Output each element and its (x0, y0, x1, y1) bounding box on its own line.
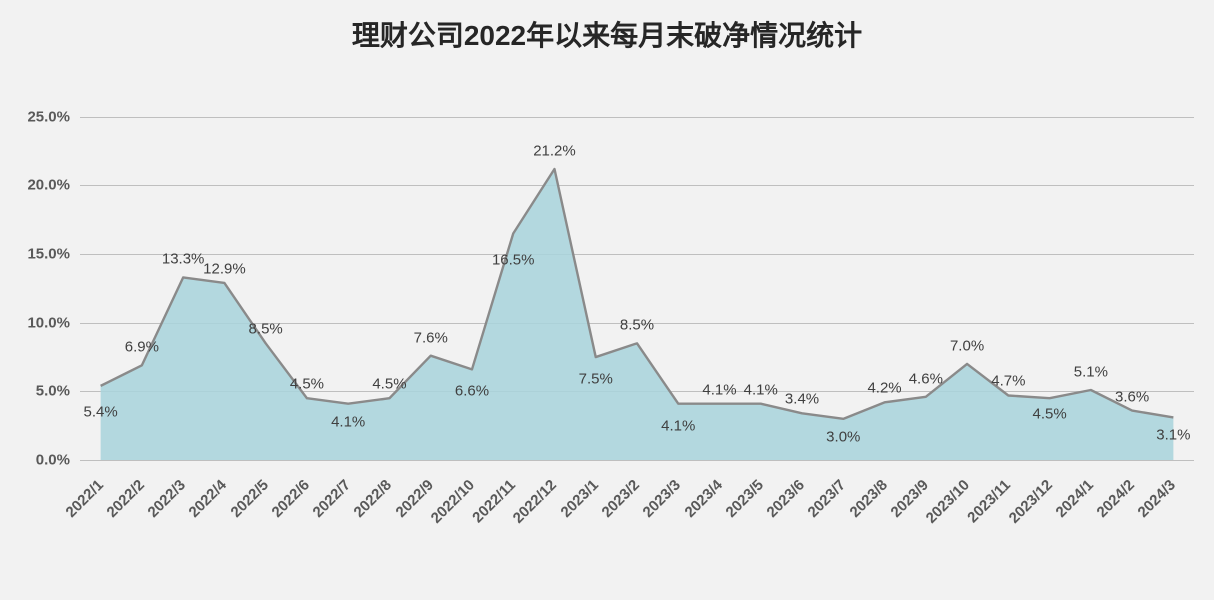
grid-line (80, 460, 1194, 461)
chart-title: 理财公司2022年以来每月末破净情况统计 (0, 14, 1214, 54)
y-tick-label: 15.0% (0, 246, 70, 263)
data-label: 5.4% (84, 403, 118, 420)
x-tick-label: 2023/8 (846, 476, 890, 520)
x-tick-label: 2023/10 (923, 476, 973, 526)
x-tick-label: 2023/2 (599, 476, 643, 520)
data-label: 8.5% (620, 317, 654, 334)
data-label: 4.6% (909, 370, 943, 387)
x-tick-label: 2022/1 (62, 476, 106, 520)
area-chart: 理财公司2022年以来每月末破净情况统计 0.0%5.0%10.0%15.0%2… (0, 0, 1214, 600)
data-label: 6.9% (125, 339, 159, 356)
x-tick-label: 2024/2 (1094, 476, 1138, 520)
x-tick-label: 2022/10 (428, 476, 478, 526)
x-tick-label: 2023/1 (557, 476, 601, 520)
x-tick-label: 2022/8 (351, 476, 395, 520)
x-tick-label: 2023/4 (681, 476, 725, 520)
data-label: 3.6% (1115, 388, 1149, 405)
x-tick-label: 2023/6 (764, 476, 808, 520)
data-label: 3.4% (785, 391, 819, 408)
data-label: 4.7% (991, 373, 1025, 390)
x-tick-label: 2023/11 (965, 476, 1015, 526)
x-tick-label: 2022/6 (268, 476, 312, 520)
y-tick-label: 0.0% (0, 452, 70, 469)
data-label: 16.5% (492, 251, 535, 268)
x-tick-label: 2022/12 (510, 476, 560, 526)
data-label: 7.0% (950, 337, 984, 354)
x-tick-label: 2023/3 (640, 476, 684, 520)
data-label: 3.0% (826, 428, 860, 445)
x-tick-label: 2023/12 (1005, 476, 1055, 526)
data-label: 4.1% (744, 381, 778, 398)
x-tick-label: 2024/3 (1135, 476, 1179, 520)
x-tick-label: 2022/11 (469, 476, 519, 526)
data-label: 5.1% (1074, 364, 1108, 381)
data-label: 4.5% (290, 376, 324, 393)
data-label: 4.5% (372, 376, 406, 393)
x-tick-label: 2024/1 (1052, 476, 1096, 520)
x-tick-label: 2022/7 (310, 476, 354, 520)
data-label: 4.1% (702, 381, 736, 398)
x-tick-label: 2023/7 (805, 476, 849, 520)
x-tick-label: 2022/3 (145, 476, 189, 520)
y-tick-label: 20.0% (0, 177, 70, 194)
x-tick-label: 2022/5 (227, 476, 271, 520)
y-tick-label: 5.0% (0, 383, 70, 400)
plot-area: 0.0%5.0%10.0%15.0%20.0%25.0%2022/12022/2… (80, 110, 1194, 460)
x-tick-label: 2023/5 (722, 476, 766, 520)
x-tick-label: 2022/2 (103, 476, 147, 520)
data-label: 7.6% (414, 329, 448, 346)
data-label: 4.1% (331, 413, 365, 430)
series-area (80, 110, 1194, 460)
data-label: 4.1% (661, 417, 695, 434)
y-tick-label: 25.0% (0, 108, 70, 125)
data-label: 13.3% (162, 251, 205, 268)
y-tick-label: 10.0% (0, 314, 70, 331)
data-label: 7.5% (579, 371, 613, 388)
data-label: 21.2% (533, 143, 576, 160)
data-label: 12.9% (203, 260, 246, 277)
data-label: 8.5% (249, 321, 283, 338)
x-tick-label: 2022/4 (186, 476, 230, 520)
data-label: 6.6% (455, 383, 489, 400)
data-label: 3.1% (1156, 427, 1190, 444)
data-label: 4.2% (867, 380, 901, 397)
data-label: 4.5% (1032, 406, 1066, 423)
